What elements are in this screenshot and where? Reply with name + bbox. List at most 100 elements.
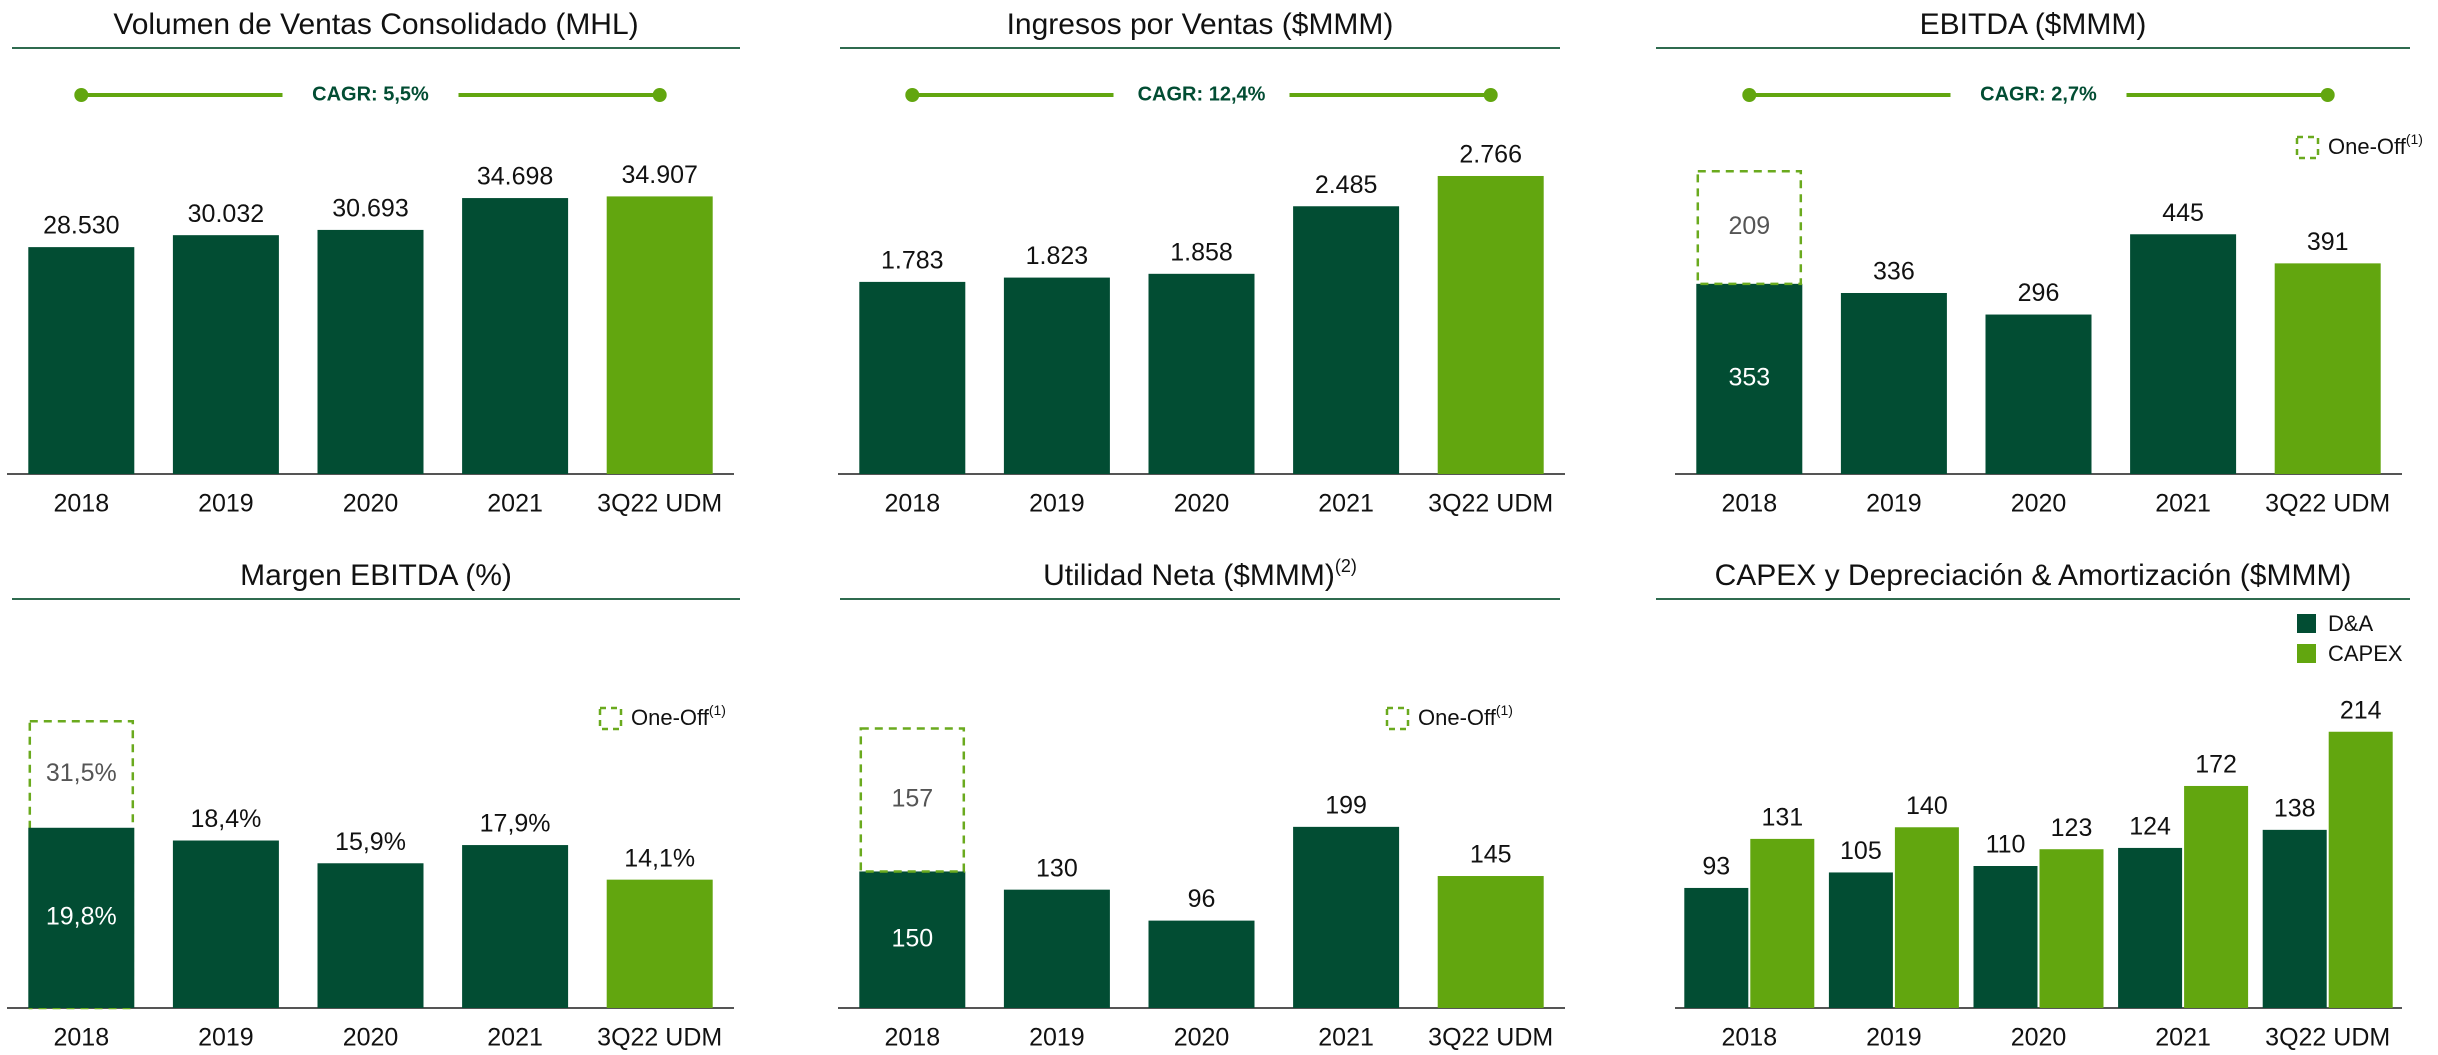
bar bbox=[1985, 314, 2092, 474]
legend-text: One-Off bbox=[631, 705, 710, 730]
x-tick-label: 2021 bbox=[487, 490, 543, 518]
cagr-dot bbox=[652, 88, 667, 102]
bar bbox=[317, 229, 424, 474]
data-label: 1.823 bbox=[1026, 242, 1089, 270]
x-tick-label: 3Q22 UDM bbox=[1428, 490, 1553, 518]
bar bbox=[1840, 292, 1947, 474]
data-label: 445 bbox=[2162, 199, 2204, 227]
data-label: 105 bbox=[1840, 837, 1882, 865]
data-label: 34.698 bbox=[477, 163, 553, 191]
bar bbox=[2184, 785, 2249, 1008]
legend-label: One-Off(1) bbox=[2328, 131, 2423, 159]
bar bbox=[462, 845, 569, 1008]
x-tick-label: 2020 bbox=[1174, 1024, 1230, 1052]
x-tick-label: 2018 bbox=[884, 1024, 940, 1052]
bar bbox=[1003, 889, 1110, 1008]
data-label: 138 bbox=[2274, 794, 2316, 822]
data-label: 214 bbox=[2340, 696, 2382, 724]
x-tick-label: 2021 bbox=[1318, 1024, 1374, 1052]
data-label: 19,8% bbox=[46, 902, 117, 930]
legend-note: (1) bbox=[709, 702, 726, 718]
bar bbox=[172, 235, 279, 474]
x-tick-label: 2019 bbox=[198, 1024, 254, 1052]
bar bbox=[1894, 827, 1959, 1008]
bar bbox=[1148, 273, 1255, 474]
cagr-dot bbox=[905, 88, 920, 102]
cagr-label: CAGR: 5,5% bbox=[312, 83, 429, 105]
x-tick-label: 2018 bbox=[1721, 490, 1777, 518]
cagr-label: CAGR: 12,4% bbox=[1138, 83, 1266, 105]
chart-title: Ingresos por Ventas ($MMM) bbox=[1007, 8, 1394, 41]
x-tick-label: 2021 bbox=[487, 1024, 543, 1052]
bar bbox=[1750, 838, 1815, 1008]
bar bbox=[1293, 206, 1400, 474]
chart-title: Margen EBITDA (%) bbox=[240, 559, 512, 592]
x-tick-label: 2020 bbox=[2011, 1024, 2067, 1052]
legend-label: One-Off(1) bbox=[1418, 702, 1513, 730]
data-label: 123 bbox=[2051, 814, 2093, 842]
title-note: (2) bbox=[1335, 556, 1357, 576]
data-label: 172 bbox=[2195, 751, 2237, 779]
x-tick-label: 2018 bbox=[884, 490, 940, 518]
bar bbox=[28, 247, 135, 474]
legend-swatch bbox=[2297, 614, 2316, 633]
bar bbox=[2262, 829, 2327, 1008]
title-text: CAPEX y Depreciación & Amortización ($MM… bbox=[1715, 559, 2352, 592]
bar bbox=[1973, 866, 2038, 1008]
x-tick-label: 3Q22 UDM bbox=[597, 1024, 722, 1052]
legend-swatch bbox=[2295, 135, 2320, 160]
x-tick-label: 2021 bbox=[1318, 490, 1374, 518]
bar bbox=[1003, 277, 1110, 474]
legend-swatch bbox=[2297, 644, 2316, 663]
legend-label: CAPEX bbox=[2328, 641, 2403, 666]
x-tick-label: 2020 bbox=[343, 1024, 399, 1052]
x-tick-label: 3Q22 UDM bbox=[1428, 1024, 1553, 1052]
x-tick-label: 3Q22 UDM bbox=[2265, 1024, 2390, 1052]
title-text: Margen EBITDA (%) bbox=[240, 559, 512, 592]
data-label: 110 bbox=[1986, 831, 2026, 859]
data-label: 336 bbox=[1873, 258, 1915, 286]
bar bbox=[2130, 234, 2237, 474]
x-tick-label: 2018 bbox=[1721, 1024, 1777, 1052]
x-tick-label: 2021 bbox=[2155, 1024, 2211, 1052]
legend-text: One-Off bbox=[2328, 134, 2407, 159]
data-label: 145 bbox=[1470, 841, 1512, 869]
x-tick-label: 2019 bbox=[1866, 1024, 1922, 1052]
data-label: 15,9% bbox=[335, 828, 406, 856]
x-tick-label: 2018 bbox=[53, 490, 109, 518]
data-label: 199 bbox=[1325, 791, 1367, 819]
legend-text: D&A bbox=[2328, 611, 2374, 636]
cagr-dot bbox=[1483, 88, 1498, 102]
data-label: 30.032 bbox=[188, 200, 264, 228]
title-text: Ingresos por Ventas ($MMM) bbox=[1007, 8, 1394, 41]
bar bbox=[1828, 872, 1893, 1008]
bar bbox=[859, 281, 966, 474]
data-label: 28.530 bbox=[43, 212, 119, 240]
data-label: 30.693 bbox=[332, 195, 408, 223]
legend-note: (1) bbox=[1496, 702, 1513, 718]
cagr-dot bbox=[74, 88, 89, 102]
data-label: 124 bbox=[2129, 813, 2171, 841]
x-tick-label: 2020 bbox=[2011, 490, 2067, 518]
one-off-bar bbox=[1696, 169, 1803, 286]
data-label: 2.485 bbox=[1315, 171, 1378, 199]
bar bbox=[1684, 887, 1749, 1008]
bar bbox=[859, 871, 966, 1008]
title-text: Volumen de Ventas Consolidado (MHL) bbox=[113, 8, 638, 41]
bar bbox=[1696, 283, 1803, 474]
cagr-dot bbox=[2320, 88, 2335, 102]
data-label: 140 bbox=[1906, 792, 1948, 820]
bar bbox=[2039, 849, 2104, 1008]
data-label: 96 bbox=[1188, 885, 1216, 913]
x-tick-label: 2021 bbox=[2155, 490, 2211, 518]
x-tick-label: 2019 bbox=[1029, 1024, 1085, 1052]
data-label: 93 bbox=[1702, 853, 1730, 881]
legend-text: One-Off bbox=[1418, 705, 1497, 730]
data-label: 209 bbox=[1728, 212, 1770, 240]
data-label: 130 bbox=[1036, 854, 1078, 882]
bar bbox=[317, 863, 424, 1008]
bar bbox=[1437, 876, 1544, 1008]
bar bbox=[2274, 263, 2381, 474]
cagr-dot bbox=[1742, 88, 1757, 102]
x-tick-label: 2020 bbox=[1174, 490, 1230, 518]
